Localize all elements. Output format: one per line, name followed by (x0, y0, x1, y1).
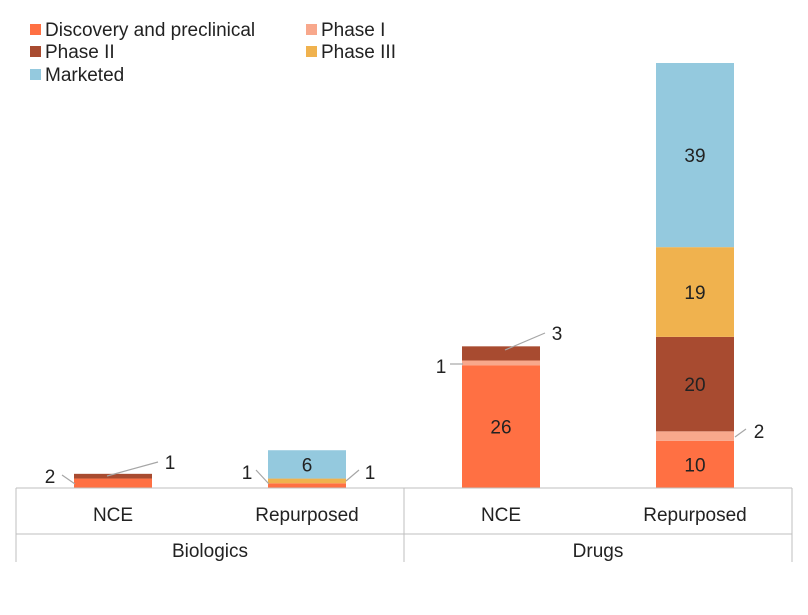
x-tick-label-2: Repurposed (255, 505, 359, 526)
x-axis: NCE Repurposed NCE Repurposed Biologics Drugs (16, 488, 792, 562)
x-tick-label-4: Repurposed (643, 505, 747, 526)
data-label-phase-iii-4: 19 (684, 283, 705, 304)
data-label-phase-i-3: 1 (436, 357, 447, 378)
legend-swatch-discovery-and-preclinical (30, 24, 41, 35)
data-label-phase-ii-4: 20 (684, 375, 705, 396)
data-label-discovery-and-preclinical-3: 26 (490, 418, 511, 439)
legend-item-phase-i: Phase I (306, 20, 385, 41)
leader-line-phase-i-4 (735, 429, 746, 437)
data-label-marketed-4: 39 (684, 146, 705, 167)
data-label-marketed-2: 6 (302, 455, 313, 476)
legend-label-marketed: Marketed (45, 65, 124, 86)
x-tick-label-3: NCE (481, 505, 521, 526)
bar-segment-phase-i-4 (656, 431, 734, 440)
chart-canvas: Discovery and preclinical Phase IPhase II… (0, 0, 808, 610)
legend-swatch-phase-iii (306, 46, 317, 57)
legend-item-phase-ii: Phase II (30, 42, 115, 63)
data-label-discovery-and-preclinical-1: 2 (45, 467, 56, 488)
legend-item-discovery-and-preclinical: Discovery and preclinical (30, 20, 255, 41)
bar-segment-phase-ii-3 (462, 346, 540, 360)
bars (74, 63, 734, 488)
stacked-bar-chart: Discovery and preclinical Phase I Phase II… (0, 0, 808, 610)
legend-item-phase-iii: Phase III (306, 42, 396, 63)
legend-label-phase-iii: Phase III (321, 42, 396, 63)
leader-line-discovery-and-preclinical-2 (256, 470, 269, 484)
bar-segment-phase-i-3 (462, 361, 540, 366)
data-label-phase-iii-2: 1 (365, 463, 376, 484)
x-tick-label-1: NCE (93, 505, 133, 526)
legend-swatch-marketed (30, 69, 41, 80)
data-label-phase-i-4: 2 (754, 422, 765, 443)
x-group-label-biologics: Biologics (172, 541, 248, 562)
legend-item-marketed: Marketed (30, 65, 124, 86)
bar-segment-discovery-and-preclinical-1 (74, 479, 152, 488)
legend-label-phase-ii: Phase II (45, 42, 115, 63)
legend-label-phase-i: Phase I (321, 20, 385, 41)
data-label-discovery-and-preclinical-4: 10 (684, 455, 705, 476)
data-label-phase-ii-3: 3 (552, 324, 563, 345)
bar-segment-discovery-and-preclinical-2 (268, 483, 346, 488)
data-label-phase-ii-1: 1 (165, 453, 176, 474)
bar-segment-phase-iii-2 (268, 479, 346, 484)
legend-label-discovery-and-preclinical: Discovery and preclinical (45, 20, 255, 41)
data-label-discovery-and-preclinical-2: 1 (242, 463, 253, 484)
leader-line-phase-iii-2 (346, 470, 359, 481)
x-group-label-drugs: Drugs (573, 541, 624, 562)
legend-swatch-phase-ii (30, 46, 41, 57)
legend-swatch-phase-i (306, 24, 317, 35)
leader-line-discovery-and-preclinical-1 (62, 475, 75, 484)
